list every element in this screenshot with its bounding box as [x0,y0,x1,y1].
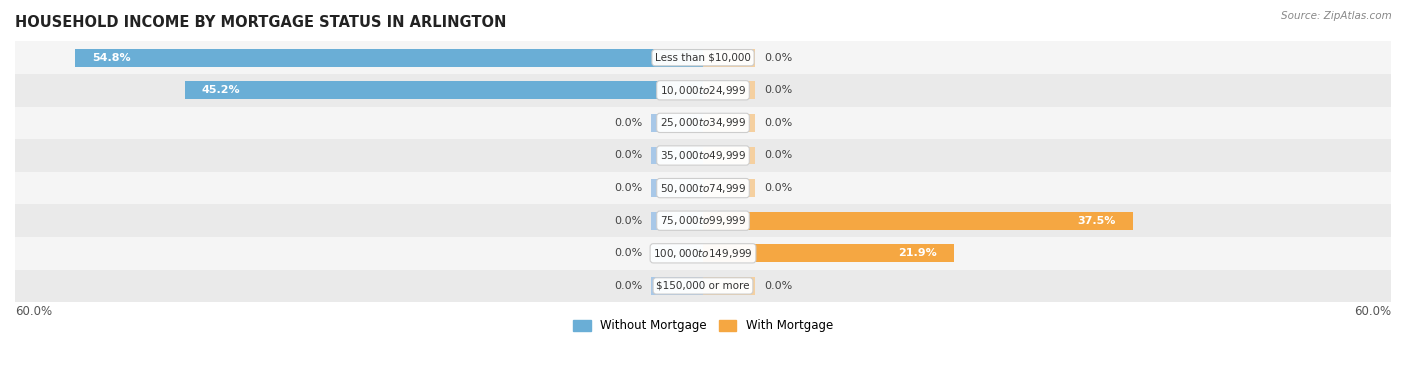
Bar [703,179,755,197]
Bar [651,212,703,230]
Bar [703,114,755,132]
Text: 37.5%: 37.5% [1077,216,1116,226]
Bar [15,270,1391,302]
Bar [703,147,755,164]
Text: 0.0%: 0.0% [763,183,792,193]
Bar [15,204,1391,237]
Bar [703,277,755,295]
Text: $10,000 to $24,999: $10,000 to $24,999 [659,84,747,97]
Text: HOUSEHOLD INCOME BY MORTGAGE STATUS IN ARLINGTON: HOUSEHOLD INCOME BY MORTGAGE STATUS IN A… [15,15,506,30]
Bar [651,147,703,164]
Text: 60.0%: 60.0% [1354,305,1391,318]
Text: 0.0%: 0.0% [763,150,792,161]
Legend: Without Mortgage, With Mortgage: Without Mortgage, With Mortgage [568,314,838,337]
Text: 0.0%: 0.0% [763,85,792,95]
Text: 21.9%: 21.9% [898,248,936,258]
Bar [15,41,1391,74]
Text: 0.0%: 0.0% [763,53,792,63]
Text: 0.0%: 0.0% [614,248,643,258]
Text: Source: ZipAtlas.com: Source: ZipAtlas.com [1281,11,1392,21]
Bar [703,49,755,67]
Bar [703,244,955,262]
Bar [15,74,1391,107]
Bar [184,81,703,99]
Bar [75,49,703,67]
Bar [651,114,703,132]
Bar [15,139,1391,172]
Bar [15,107,1391,139]
Text: Less than $10,000: Less than $10,000 [655,53,751,63]
Text: 45.2%: 45.2% [202,85,240,95]
Text: $100,000 to $149,999: $100,000 to $149,999 [654,247,752,260]
Text: 60.0%: 60.0% [15,305,52,318]
Text: 0.0%: 0.0% [763,118,792,128]
Text: $75,000 to $99,999: $75,000 to $99,999 [659,214,747,227]
Text: 0.0%: 0.0% [614,281,643,291]
Text: 0.0%: 0.0% [763,281,792,291]
Bar [651,277,703,295]
Text: 0.0%: 0.0% [614,118,643,128]
Text: 0.0%: 0.0% [614,216,643,226]
Text: $50,000 to $74,999: $50,000 to $74,999 [659,181,747,195]
Text: 54.8%: 54.8% [91,53,131,63]
Bar [651,179,703,197]
Text: 0.0%: 0.0% [614,150,643,161]
Text: 0.0%: 0.0% [614,183,643,193]
Bar [15,237,1391,270]
Bar [703,81,755,99]
Text: $150,000 or more: $150,000 or more [657,281,749,291]
Bar [651,244,703,262]
Text: $25,000 to $34,999: $25,000 to $34,999 [659,116,747,129]
Bar [703,212,1133,230]
Bar [15,172,1391,204]
Text: $35,000 to $49,999: $35,000 to $49,999 [659,149,747,162]
